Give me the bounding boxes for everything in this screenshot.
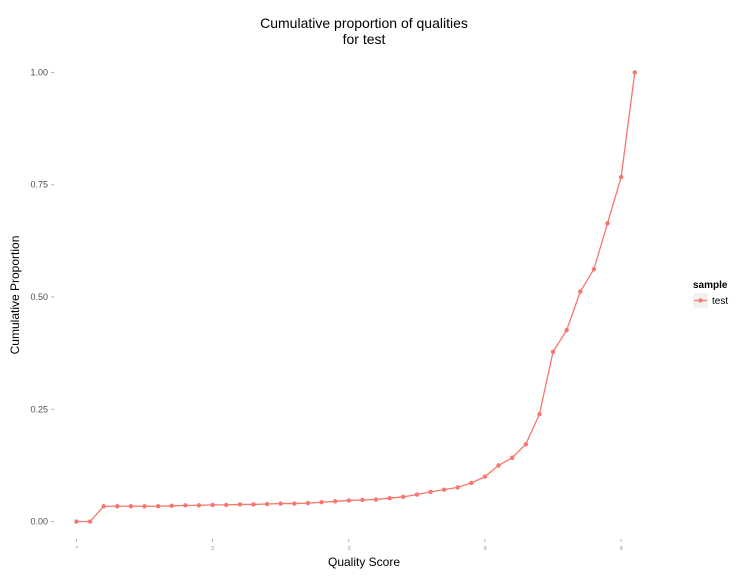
- data-point: [346, 498, 351, 503]
- data-point: [523, 442, 529, 447]
- data-point: [373, 497, 379, 502]
- y-tick-label: 0.25: [30, 404, 48, 414]
- data-point: [401, 494, 406, 500]
- data-point: [591, 266, 597, 272]
- series-line-test: [76, 72, 636, 523]
- data-point: [632, 70, 637, 75]
- data-point: [210, 502, 215, 508]
- chart-title-line: for test: [343, 31, 386, 47]
- data-point: [251, 502, 256, 507]
- data-point: [142, 504, 147, 509]
- data-point: [605, 221, 610, 226]
- data-point: [550, 349, 556, 354]
- data-point: [332, 499, 338, 504]
- legend-label: test: [712, 296, 728, 307]
- x-tick-label: 20: [346, 545, 351, 550]
- data-point: [305, 500, 311, 506]
- data-point: [360, 497, 365, 503]
- data-point: [387, 495, 392, 501]
- data-point: [115, 504, 120, 509]
- legend: sample test: [693, 280, 728, 308]
- data-point: [128, 504, 134, 509]
- data-point: [578, 289, 583, 294]
- y-tick-label: 1.00: [30, 67, 48, 77]
- data-point: [482, 474, 488, 479]
- y-tick-label: 0.50: [30, 292, 48, 302]
- y-axis: 0.00 0.25 0.50 0.75 1.00: [30, 67, 54, 527]
- data-point: [510, 455, 515, 460]
- data-point: [618, 174, 624, 180]
- data-point: [237, 502, 243, 507]
- x-tick-label: 10: [210, 545, 215, 550]
- data-point: [292, 501, 297, 506]
- data-point: [414, 492, 420, 497]
- data-point: [183, 503, 188, 508]
- data-point: [196, 503, 202, 508]
- data-point: [496, 463, 501, 468]
- data-point: [278, 501, 283, 506]
- data-point: [101, 504, 106, 509]
- data-point: [455, 485, 460, 490]
- data-point: [264, 501, 270, 507]
- y-tick-label: 0.75: [30, 180, 48, 190]
- legend-title: sample: [693, 280, 728, 291]
- data-point: [469, 480, 474, 486]
- series-layer: [74, 70, 637, 524]
- x-tick-label: 40: [619, 545, 624, 550]
- data-point: [537, 411, 542, 417]
- data-point: [428, 489, 433, 495]
- legend-key: [693, 293, 708, 308]
- x-tick-label: 0: [74, 545, 79, 548]
- chart-title-line: Cumulative proportion of qualities: [260, 15, 468, 31]
- data-point: [224, 502, 229, 508]
- y-axis-title: Cumulative Proportion: [8, 236, 22, 355]
- y-tick-label: 0.00: [30, 517, 48, 527]
- data-point: [87, 519, 93, 524]
- data-point: [564, 328, 569, 333]
- data-point: [169, 503, 174, 509]
- data-point: [319, 500, 324, 505]
- x-axis-title: Quality Score: [328, 555, 400, 569]
- data-point: [155, 504, 161, 509]
- data-point: [74, 519, 79, 524]
- x-tick-label: 30: [482, 545, 487, 550]
- x-axis: 0 10 20 30 40: [74, 539, 624, 550]
- legend-key-point: [698, 298, 703, 303]
- data-point: [441, 487, 447, 492]
